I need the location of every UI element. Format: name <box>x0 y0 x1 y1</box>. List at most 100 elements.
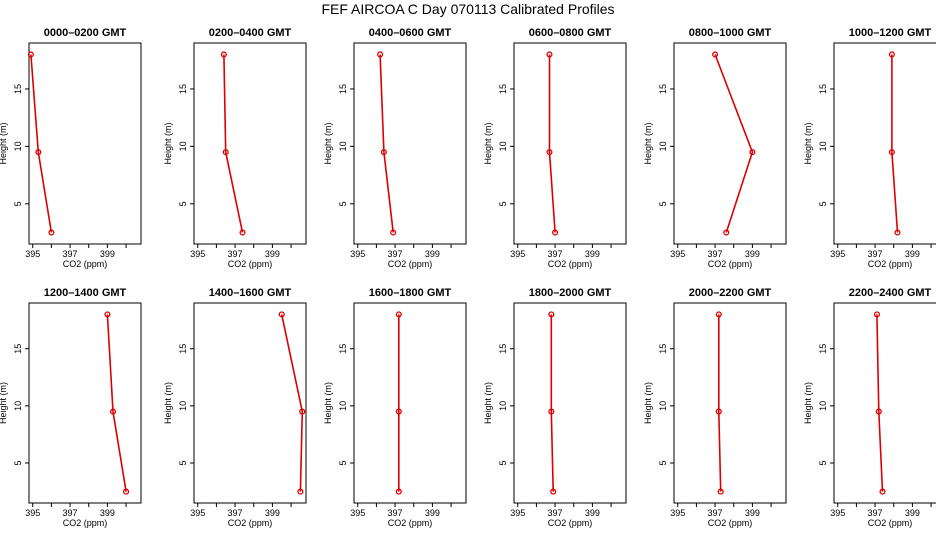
y-tick-label: 10 <box>818 401 828 411</box>
data-point <box>894 229 901 236</box>
x-axis-label: CO2 (ppm) <box>63 518 108 528</box>
y-tick-label: 15 <box>658 84 668 94</box>
panel-title: 1800–2000 GMT <box>529 287 612 299</box>
x-axis-label: CO2 (ppm) <box>63 259 108 269</box>
x-tick-label: 395 <box>350 249 365 259</box>
x-tick-label: 395 <box>25 508 40 518</box>
panel-5: 0800–1000 GMT 395 397 399 5 10 15 CO2 (ppm) Heig… <box>643 27 787 269</box>
y-tick-label: 15 <box>818 84 828 94</box>
plot-frame <box>28 302 142 504</box>
x-tick-label: 397 <box>63 508 78 518</box>
y-axis-label: Height (m) <box>643 382 653 424</box>
y-axis-label: Height (m) <box>483 122 493 164</box>
x-tick-label: 399 <box>100 249 115 259</box>
plot-frame <box>673 302 787 504</box>
data-point <box>548 311 555 318</box>
x-tick-label: 399 <box>425 508 440 518</box>
x-tick-label: 399 <box>585 249 600 259</box>
y-axis-label: Height (m) <box>323 122 333 164</box>
profile-line <box>891 54 899 233</box>
plot-frame <box>353 42 467 245</box>
y-tick-label: 5 <box>178 460 188 465</box>
x-tick-label: 395 <box>190 508 205 518</box>
data-point <box>395 488 402 495</box>
x-tick-label: 395 <box>510 508 525 518</box>
data-point <box>717 488 724 495</box>
y-tick-label: 5 <box>13 460 23 465</box>
panel-9: 1600–1800 GMT 395 397 399 5 10 15 CO2 (ppm) Heig… <box>323 287 467 528</box>
y-tick-label: 10 <box>13 141 23 151</box>
panel-1: 0000–0200 GMT 395 397 399 5 10 15 CO2 (ppm) Heig… <box>0 27 142 269</box>
data-point <box>220 51 227 58</box>
y-axis-label: Height (m) <box>803 122 813 164</box>
x-tick-label: 399 <box>425 249 440 259</box>
y-axis-label: Height (m) <box>0 382 8 424</box>
y-axis-label: Height (m) <box>483 382 493 424</box>
x-tick-label: 399 <box>745 508 760 518</box>
x-tick-label: 397 <box>548 249 563 259</box>
y-tick-label: 15 <box>658 344 668 354</box>
y-axis-label: Height (m) <box>163 382 173 424</box>
data-point <box>879 488 886 495</box>
y-tick-label: 5 <box>338 201 348 206</box>
y-tick-label: 15 <box>818 344 828 354</box>
x-tick-label: 395 <box>670 249 685 259</box>
y-tick-label: 5 <box>818 460 828 465</box>
data-point <box>278 311 285 318</box>
data-point <box>395 408 402 415</box>
y-tick-label: 5 <box>498 460 508 465</box>
data-point <box>715 408 722 415</box>
data-point <box>390 229 397 236</box>
panel-title: 1200–1400 GMT <box>44 287 127 299</box>
y-tick-label: 10 <box>658 401 668 411</box>
panel-title: 0600–0800 GMT <box>529 27 612 39</box>
y-axis-label: Height (m) <box>643 122 653 164</box>
data-point <box>123 488 130 495</box>
x-tick-label: 395 <box>25 249 40 259</box>
x-tick-label: 399 <box>265 508 280 518</box>
y-tick-label: 5 <box>178 201 188 206</box>
y-tick-label: 5 <box>818 201 828 206</box>
panel-6: 1000–1200 GMT 395 397 399 5 10 15 CO2 (ppm) Heig… <box>803 27 936 269</box>
data-point <box>546 51 553 58</box>
x-axis-label: CO2 (ppm) <box>548 259 593 269</box>
y-tick-label: 10 <box>338 401 348 411</box>
y-tick-label: 15 <box>498 84 508 94</box>
y-tick-label: 15 <box>13 344 23 354</box>
data-point <box>873 311 880 318</box>
y-tick-label: 15 <box>178 344 188 354</box>
x-tick-label: 397 <box>63 249 78 259</box>
data-point <box>548 408 555 415</box>
data-point <box>27 51 34 58</box>
data-point <box>715 311 722 318</box>
x-tick-label: 397 <box>228 508 243 518</box>
x-tick-label: 397 <box>388 249 403 259</box>
panel-title: 1400–1600 GMT <box>209 287 292 299</box>
data-point <box>395 311 402 318</box>
panel-title: 0800–1000 GMT <box>689 27 772 39</box>
data-point <box>723 229 730 236</box>
y-tick-label: 5 <box>338 460 348 465</box>
y-tick-label: 15 <box>178 84 188 94</box>
y-axis-label: Height (m) <box>0 122 8 164</box>
data-point <box>875 408 882 415</box>
plot-frame <box>513 302 627 504</box>
y-tick-label: 5 <box>658 460 668 465</box>
x-tick-label: 397 <box>868 249 883 259</box>
y-tick-label: 10 <box>498 401 508 411</box>
plot-frame <box>193 42 307 245</box>
x-tick-label: 399 <box>905 249 920 259</box>
plot-frame <box>673 42 787 245</box>
data-point <box>712 51 719 58</box>
data-point <box>222 149 229 156</box>
x-axis-label: CO2 (ppm) <box>868 259 913 269</box>
profile-line <box>548 54 556 233</box>
x-axis-label: CO2 (ppm) <box>708 259 753 269</box>
plot-frame <box>833 302 936 504</box>
x-tick-label: 395 <box>830 508 845 518</box>
x-tick-label: 399 <box>585 508 600 518</box>
profile-line <box>379 54 394 233</box>
data-point <box>299 408 306 415</box>
x-tick-label: 397 <box>708 508 723 518</box>
data-point <box>888 149 895 156</box>
